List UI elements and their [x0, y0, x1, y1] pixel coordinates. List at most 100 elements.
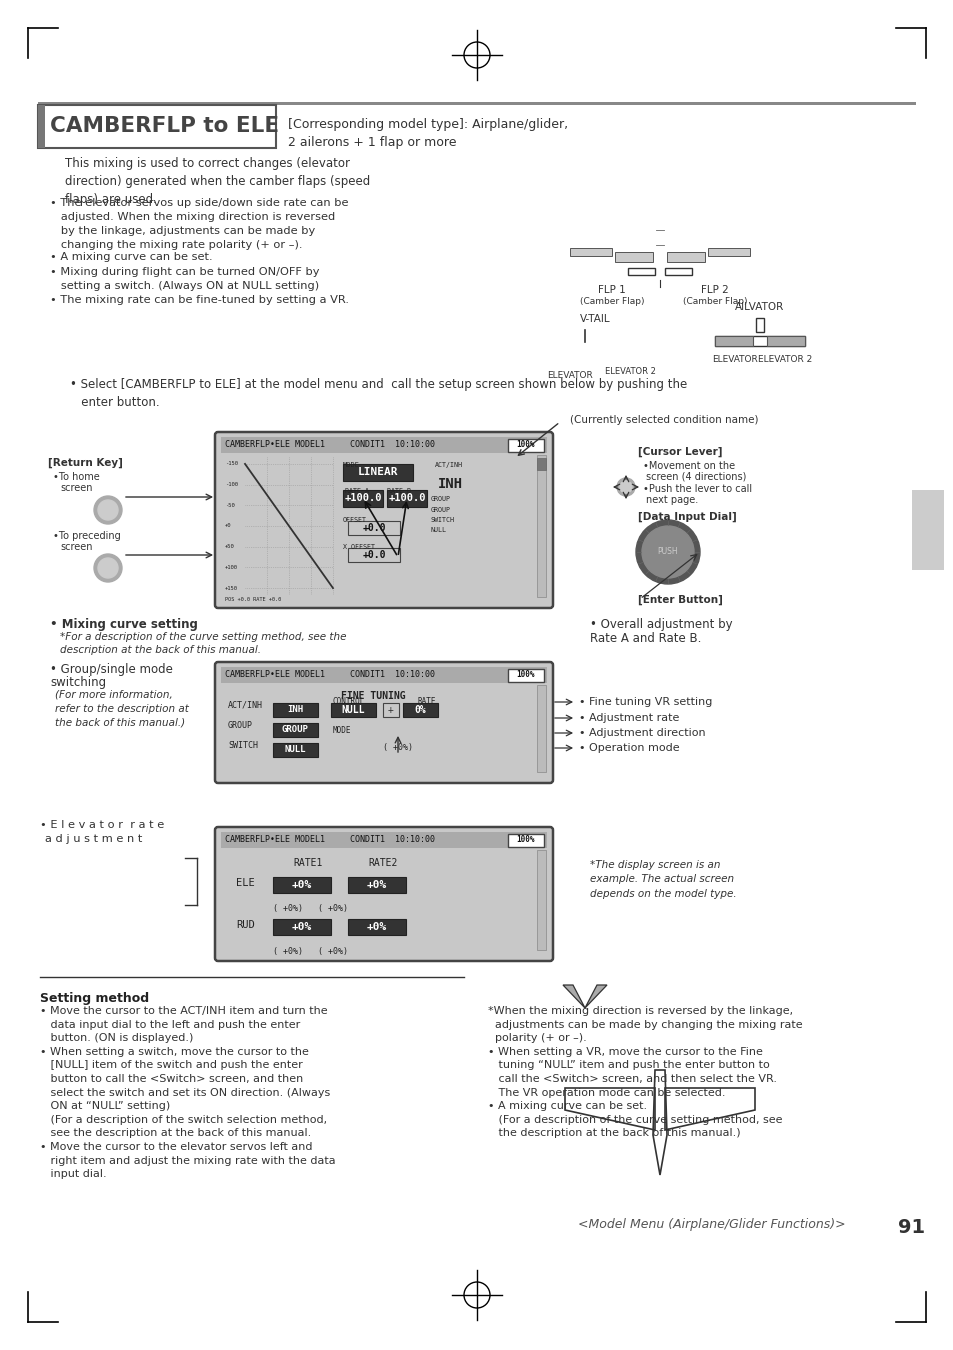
- Text: -50: -50: [225, 502, 234, 508]
- Bar: [343, 490, 382, 508]
- Text: next page.: next page.: [645, 495, 698, 505]
- Bar: [273, 743, 317, 757]
- Text: +: +: [388, 705, 394, 716]
- Bar: [507, 670, 543, 682]
- Text: screen (4 directions): screen (4 directions): [645, 472, 745, 482]
- Text: • The mixing rate can be fine-tuned by setting a VR.: • The mixing rate can be fine-tuned by s…: [50, 296, 349, 305]
- Bar: [387, 490, 427, 508]
- Text: AILVATOR: AILVATOR: [735, 302, 783, 312]
- Text: CONTROL: CONTROL: [333, 697, 365, 706]
- Text: X OFFSET: X OFFSET: [343, 544, 375, 549]
- Bar: [221, 667, 546, 683]
- Text: 100%: 100%: [517, 671, 535, 679]
- Text: 100%: 100%: [517, 440, 535, 450]
- FancyBboxPatch shape: [214, 828, 553, 961]
- Text: • Select [CAMBERFLP to ELE] at the model menu and  call the setup screen shown b: • Select [CAMBERFLP to ELE] at the model…: [70, 378, 686, 409]
- Bar: [382, 703, 398, 717]
- Text: MODE: MODE: [333, 726, 351, 734]
- Text: +100.0: +100.0: [344, 493, 381, 504]
- Text: +0%: +0%: [292, 880, 312, 890]
- Text: CAMBERFLP to ELE: CAMBERFLP to ELE: [50, 116, 279, 136]
- Text: GROUP: GROUP: [281, 725, 308, 734]
- Bar: [402, 703, 437, 717]
- Text: screen: screen: [60, 541, 92, 552]
- Text: •Movement on the: •Movement on the: [642, 460, 735, 471]
- Text: CAMBERFLP•ELE MODEL1     CONDIT1  10:10:00: CAMBERFLP•ELE MODEL1 CONDIT1 10:10:00: [225, 836, 435, 845]
- Text: • Adjustment rate: • Adjustment rate: [578, 713, 679, 724]
- Bar: [911, 490, 943, 570]
- Text: LINEAR: LINEAR: [357, 467, 397, 477]
- Text: +100.0: +100.0: [388, 493, 425, 504]
- Circle shape: [619, 481, 631, 493]
- Bar: [537, 458, 545, 470]
- Text: • Move the cursor to the ACT/INH item and turn the
   data input dial to the lef: • Move the cursor to the ACT/INH item an…: [40, 1006, 335, 1179]
- Text: <Model Menu (Airplane/Glider Functions)>: <Model Menu (Airplane/Glider Functions)>: [578, 1218, 844, 1231]
- Text: FLP 1: FLP 1: [598, 285, 625, 296]
- Bar: [38, 103, 915, 105]
- Text: +50: +50: [225, 544, 234, 549]
- Text: • Adjustment direction: • Adjustment direction: [578, 728, 705, 738]
- FancyBboxPatch shape: [214, 662, 553, 783]
- Bar: [221, 832, 546, 848]
- Text: • Mixing curve setting: • Mixing curve setting: [50, 618, 197, 630]
- Text: SWITCH: SWITCH: [431, 517, 455, 522]
- Text: -150: -150: [225, 462, 237, 466]
- Text: CAMBERFLP•ELE MODEL1     CONDIT1  10:10:00: CAMBERFLP•ELE MODEL1 CONDIT1 10:10:00: [225, 671, 435, 679]
- Text: •To preceding: •To preceding: [53, 531, 121, 541]
- Text: 91: 91: [897, 1218, 924, 1237]
- Polygon shape: [584, 986, 606, 1008]
- Text: +0: +0: [225, 524, 232, 528]
- Text: PUSH: PUSH: [657, 548, 678, 556]
- Text: +100: +100: [225, 564, 237, 570]
- Text: OFFSET: OFFSET: [343, 517, 367, 522]
- Bar: [343, 464, 413, 481]
- FancyBboxPatch shape: [214, 432, 553, 608]
- Text: ELEVATOR 2: ELEVATOR 2: [757, 355, 811, 364]
- Circle shape: [617, 478, 635, 495]
- Text: • Operation mode: • Operation mode: [578, 743, 679, 753]
- Text: MODE: MODE: [343, 462, 359, 468]
- Text: Rate A and Rate B.: Rate A and Rate B.: [589, 632, 700, 645]
- Text: (For more information,
refer to the description at
the back of this manual.): (For more information, refer to the desc…: [55, 690, 189, 728]
- Bar: [38, 105, 45, 148]
- Text: NULL: NULL: [341, 705, 364, 716]
- Bar: [666, 252, 704, 262]
- Bar: [714, 336, 804, 346]
- Text: screen: screen: [60, 483, 92, 493]
- Text: ELEVATOR: ELEVATOR: [711, 355, 757, 364]
- Text: [Data Input Dial]: [Data Input Dial]: [638, 512, 736, 522]
- Text: (Camber Flap): (Camber Flap): [682, 297, 746, 306]
- Text: RATE1: RATE1: [293, 859, 322, 868]
- Circle shape: [636, 520, 700, 585]
- Bar: [707, 248, 749, 256]
- Text: -100: -100: [225, 482, 237, 487]
- Bar: [766, 336, 804, 346]
- Bar: [273, 703, 317, 717]
- Text: +0%: +0%: [367, 922, 387, 931]
- Bar: [221, 437, 546, 454]
- Text: ELE: ELE: [235, 878, 254, 888]
- Bar: [38, 105, 275, 148]
- Text: Setting method: Setting method: [40, 992, 149, 1004]
- Bar: [537, 684, 545, 772]
- Bar: [569, 248, 612, 256]
- Text: CAMBERFLP•ELE MODEL1     CONDIT1  10:10:00: CAMBERFLP•ELE MODEL1 CONDIT1 10:10:00: [225, 440, 435, 450]
- Circle shape: [94, 495, 122, 524]
- Bar: [627, 269, 655, 275]
- Text: INH: INH: [287, 706, 303, 714]
- Text: +0.0: +0.0: [362, 522, 385, 533]
- Text: [Corresponding model type]: Airplane/glider,
2 ailerons + 1 flap or more: [Corresponding model type]: Airplane/gli…: [288, 117, 568, 148]
- Text: ACT/INH: ACT/INH: [435, 462, 462, 468]
- Bar: [348, 521, 399, 535]
- Text: ( +0%)   ( +0%): ( +0%) ( +0%): [273, 904, 348, 913]
- Text: RATE A: RATE A: [345, 487, 369, 494]
- Text: FINE TUNING: FINE TUNING: [340, 691, 405, 701]
- Bar: [714, 336, 752, 346]
- Bar: [273, 878, 331, 892]
- Bar: [507, 834, 543, 846]
- Bar: [348, 548, 399, 562]
- Bar: [664, 269, 691, 275]
- Text: INH: INH: [437, 477, 462, 491]
- Text: FLP 2: FLP 2: [700, 285, 728, 296]
- Text: •Push the lever to call: •Push the lever to call: [642, 485, 751, 494]
